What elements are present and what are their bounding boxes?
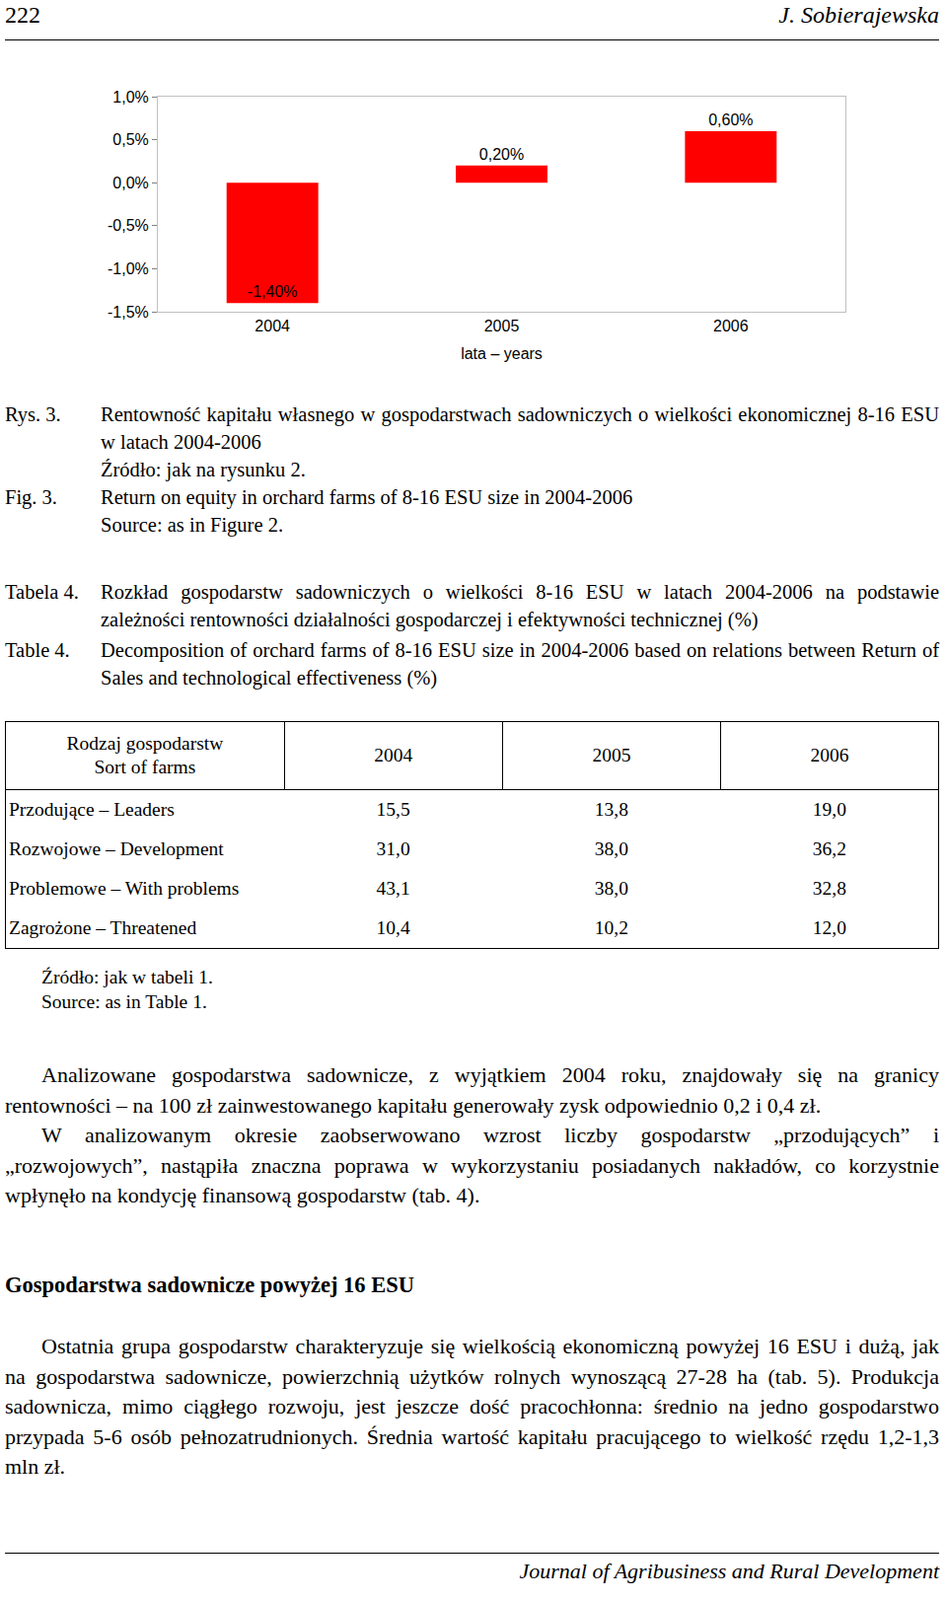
html-text:Gospodarstwa sadownicze powyże: Gospodarstwa sadownicze powyżej 16 ESU	[4, 1272, 415, 1298]
html-text:2006: 2006	[810, 744, 849, 766]
svg-text:0,0%: 0,0%	[112, 174, 148, 192]
html-text:Problemowe – With problems: Problemowe – With problems	[8, 877, 240, 899]
html-text:43,1: 43,1	[376, 877, 411, 899]
html-text:Return on equity in orchard fa: Return on equity in orchard farms of 8-1…	[100, 486, 633, 509]
svg-text:1,0%: 1,0%	[112, 88, 148, 106]
svg-text:2006: 2006	[713, 317, 749, 335]
html-text:15,5: 15,5	[376, 799, 411, 820]
html-text:J. Sobierajewska: J. Sobierajewska	[778, 1, 940, 28]
html-text:Rozkład gospodarstw sadowniczy: Rozkład gospodarstw sadowniczych o wielk…	[100, 581, 940, 631]
html-text:Rozwojowe – Development: Rozwojowe – Development	[8, 838, 224, 860]
html-text:32,8: 32,8	[812, 877, 847, 899]
svg-text:0,20%: 0,20%	[479, 145, 524, 163]
svg-text:0,5%: 0,5%	[112, 131, 148, 148]
svg-text:lata – years: lata – years	[460, 345, 543, 363]
html-text:Fig. 3.: Fig. 3.	[4, 486, 58, 509]
html-text:38,0: 38,0	[594, 838, 629, 860]
html-text:38,0: 38,0	[594, 877, 629, 899]
html-text:2005: 2005	[592, 744, 631, 766]
html-text:Table 4.: Table 4.	[4, 639, 70, 661]
html-text:Ostatnia grupa gospodarstw cha: Ostatnia grupa gospodarstw charakteryzuj…	[4, 1333, 940, 1479]
html-text:Rys. 3.: Rys. 3.	[4, 403, 61, 426]
html-text:Tabela 4.: Tabela 4.	[4, 581, 79, 603]
html-text:Rodzaj gospodarstw: Rodzaj gospodarstw	[66, 732, 224, 754]
svg-text:-0,5%: -0,5%	[107, 217, 149, 234]
html-text:Zagrożone – Threatened: Zagrożone – Threatened	[8, 917, 197, 939]
html-text:2004: 2004	[374, 744, 413, 766]
html-text:10,2: 10,2	[594, 917, 629, 939]
html-text:Analizowane gospodarstwa sadow: Analizowane gospodarstwa sadownicze, z w…	[4, 1062, 940, 1118]
html-text:Journal of Agribusiness and Ru: Journal of Agribusiness and Rural Develo…	[519, 1558, 940, 1584]
svg-text:0,60%: 0,60%	[708, 111, 753, 129]
html-text:Źródło: jak w tabeli 1.: Źródło: jak w tabeli 1.	[41, 966, 213, 988]
html-text:222: 222	[4, 1, 41, 28]
html-text:Przodujące – Leaders: Przodujące – Leaders	[8, 799, 175, 820]
html-text:36,2: 36,2	[812, 838, 847, 860]
html-text:Decomposition of orchard farms: Decomposition of orchard farms of 8-16 E…	[100, 639, 940, 689]
html-text:12,0: 12,0	[812, 917, 847, 939]
html-text:13,8: 13,8	[594, 799, 629, 820]
svg-text:2004: 2004	[254, 317, 291, 335]
html-text:Source: as in Figure 2.: Source: as in Figure 2.	[100, 513, 284, 536]
svg-text:-1,0%: -1,0%	[107, 260, 149, 278]
html-text:19,0: 19,0	[812, 799, 847, 820]
svg-text:-1,40%: -1,40%	[247, 283, 298, 300]
html-text:Rentowność kapitału własnego w: Rentowność kapitału własnego w gospodars…	[100, 403, 940, 453]
html-text:Sort of farms: Sort of farms	[94, 756, 196, 778]
svg-text:-1,5%: -1,5%	[107, 303, 149, 321]
svg-text:2005: 2005	[484, 317, 520, 335]
html-text:Źródło: jak na rysunku 2.: Źródło: jak na rysunku 2.	[100, 458, 306, 481]
html-text:31,0: 31,0	[376, 838, 411, 860]
html-text:W analizowanym okresie zaobser: W analizowanym okresie zaobserwowano wzr…	[4, 1122, 940, 1208]
html-text:Source: as in Table 1.: Source: as in Table 1.	[41, 991, 207, 1013]
html-text:10,4: 10,4	[376, 917, 411, 939]
